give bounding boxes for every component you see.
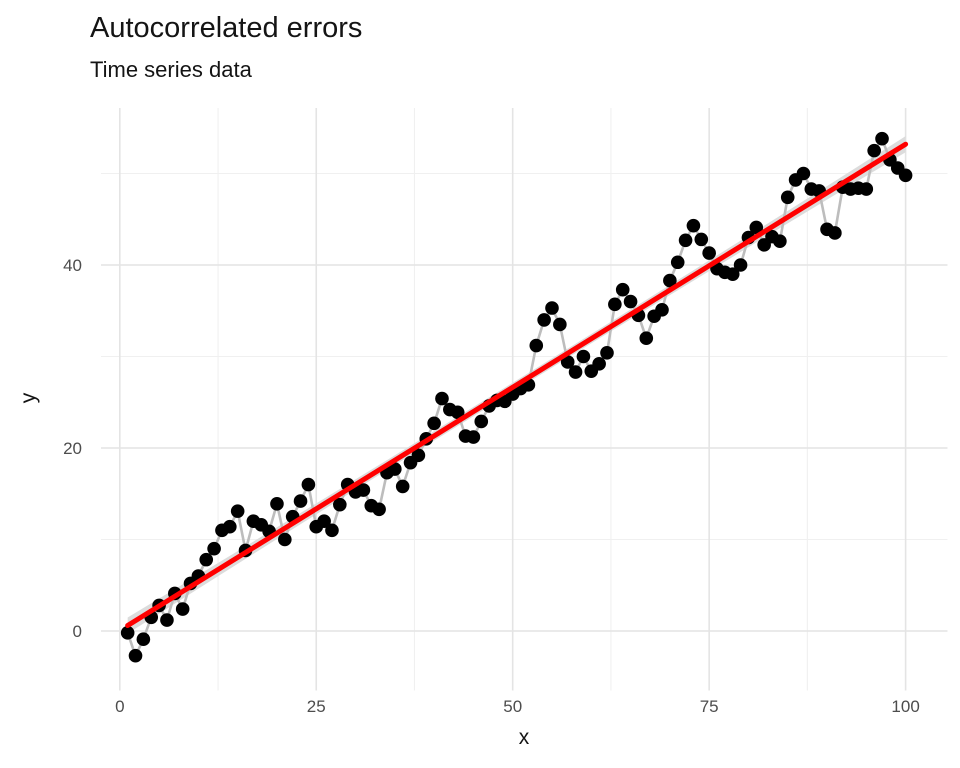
- data-point: [301, 477, 316, 492]
- data-point: [615, 282, 630, 297]
- data-point: [545, 301, 559, 315]
- x-tick-label: 50: [503, 697, 522, 716]
- data-point: [828, 226, 842, 240]
- data-point: [725, 267, 740, 281]
- x-tick-label: 0: [115, 697, 124, 716]
- data-point: [608, 297, 622, 312]
- data-point: [356, 483, 371, 497]
- chart-subtitle: Time series data: [90, 57, 252, 82]
- data-point: [670, 255, 685, 270]
- data-point: [537, 313, 551, 327]
- data-point: [120, 626, 135, 640]
- data-point: [568, 365, 583, 379]
- data-point: [223, 519, 237, 534]
- data-point: [780, 190, 795, 205]
- data-point: [529, 338, 544, 353]
- data-point: [678, 233, 693, 248]
- data-point: [199, 552, 214, 567]
- y-tick-label: 0: [73, 622, 82, 641]
- data-point: [796, 166, 811, 181]
- data-point: [372, 502, 386, 517]
- data-point: [128, 648, 143, 663]
- trend-line: [125, 141, 909, 629]
- data-point: [749, 220, 764, 235]
- chart-title: Autocorrelated errors: [90, 12, 363, 44]
- data-point: [427, 416, 441, 431]
- data-point: [663, 273, 677, 288]
- data-point: [773, 234, 787, 249]
- x-tick-label: 25: [307, 697, 326, 716]
- data-point: [325, 523, 339, 538]
- data-point: [317, 514, 331, 528]
- data-point: [395, 479, 410, 494]
- y-tick-label: 20: [63, 439, 82, 458]
- data-point: [859, 182, 874, 196]
- data-point: [655, 303, 669, 317]
- data-point: [560, 355, 575, 369]
- data-point: [333, 497, 347, 512]
- data-point: [623, 294, 638, 309]
- data-point: [175, 602, 190, 616]
- y-tick-label: 40: [63, 256, 82, 275]
- data-point: [411, 448, 426, 463]
- x-axis-title: x: [518, 726, 530, 749]
- x-tick-label: 100: [891, 697, 919, 716]
- data-point: [694, 232, 709, 247]
- data-point: [733, 258, 748, 272]
- data-point: [388, 462, 402, 476]
- data-point: [592, 357, 606, 371]
- data-point: [293, 494, 308, 508]
- x-tick-label: 75: [700, 697, 719, 716]
- data-point: [435, 391, 449, 406]
- data-point: [600, 346, 614, 360]
- data-point: [136, 632, 151, 647]
- y-axis-title: y: [17, 392, 40, 404]
- data-point: [230, 504, 245, 518]
- data-point: [686, 218, 701, 233]
- data-point: [474, 414, 489, 429]
- data-point: [553, 317, 567, 332]
- data-point: [576, 349, 591, 364]
- data-point: [207, 541, 221, 556]
- data-point: [639, 331, 654, 346]
- data-point: [867, 143, 881, 158]
- data-point: [466, 430, 481, 444]
- data-point: [898, 168, 913, 183]
- data-point: [875, 131, 889, 146]
- data-point: [278, 532, 292, 547]
- data-point: [450, 405, 465, 420]
- data-point: [270, 497, 284, 511]
- data-point: [702, 246, 716, 260]
- data-point: [160, 613, 174, 627]
